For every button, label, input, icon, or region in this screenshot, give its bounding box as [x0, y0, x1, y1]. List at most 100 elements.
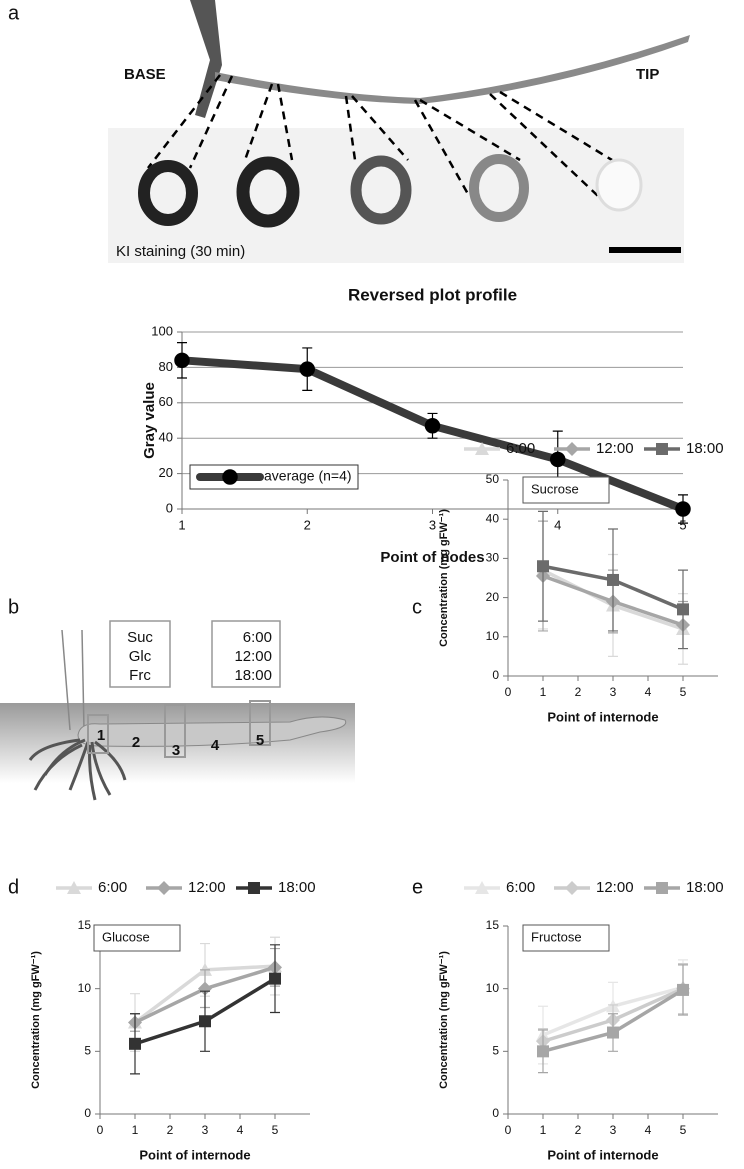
photo [108, 0, 690, 263]
y-tick-label: 10 [486, 981, 500, 995]
node-label: 3 [172, 742, 180, 759]
x-tick-label: 0 [97, 1123, 104, 1137]
legend-marker [656, 882, 668, 894]
data-point [198, 981, 212, 996]
data-point [269, 972, 281, 985]
x-axis-label: Point of internode [547, 1147, 658, 1162]
annotation: Glucose [102, 929, 150, 944]
photo-label: BASE [124, 66, 166, 83]
y-tick-label: 0 [492, 668, 499, 682]
x-tick-label: 2 [575, 685, 582, 699]
legend-label: 18:00 [686, 440, 724, 457]
y-axis-label: Concentration (mg gFW⁻¹) [438, 951, 450, 1089]
panel-label: e [412, 876, 423, 898]
x-tick-label: 1 [132, 1123, 139, 1137]
legend-marker [67, 881, 81, 894]
node-label: 2 [132, 734, 140, 751]
legend-label: 18:00 [686, 879, 724, 896]
photo-label: TIP [636, 66, 659, 83]
x-tick-label: 4 [237, 1123, 244, 1137]
photo-caption: KI staining (30 min) [116, 243, 245, 260]
legend-marker [565, 442, 579, 456]
y-tick-label: 100 [151, 323, 173, 338]
x-tick-label: 0 [505, 685, 512, 699]
y-tick-label: 80 [159, 359, 173, 374]
legend-label: 6:00 [506, 440, 535, 457]
legend-label: 18:00 [278, 879, 316, 896]
y-axis-label: Concentration (mg gFW⁻¹) [438, 509, 450, 647]
x-tick-label: 5 [272, 1123, 279, 1137]
node-label: 4 [211, 737, 220, 754]
legend-marker [222, 469, 238, 485]
data-point [607, 1026, 619, 1039]
annotation-box [93, 924, 181, 952]
y-tick-label: 0 [492, 1106, 499, 1120]
y-axis-label: Gray value [141, 382, 158, 459]
legend-label: 12:00 [596, 440, 634, 457]
x-tick-label: 1 [540, 685, 547, 699]
legend-label: 12:00 [188, 879, 226, 896]
data-point [129, 1037, 141, 1050]
legend-marker [565, 881, 579, 895]
y-tick-label: 50 [486, 472, 500, 486]
x-tick-label: 1 [178, 517, 185, 532]
panel-label: b [8, 596, 19, 618]
data-point [424, 418, 441, 434]
data-point [199, 1015, 211, 1028]
annotation-box [522, 476, 610, 504]
x-tick-label: 2 [575, 1123, 582, 1137]
annotation-box [522, 924, 610, 952]
x-tick-label: 2 [304, 517, 311, 532]
y-tick-label: 0 [84, 1106, 91, 1120]
annotation: Fructose [531, 929, 582, 944]
x-axis-label: Point of nodes [380, 549, 484, 566]
legend-label: 6:00 [506, 879, 535, 896]
data-point [677, 983, 689, 996]
y-tick-label: 0 [166, 500, 173, 515]
data-point [174, 352, 190, 369]
data-point [537, 560, 549, 573]
legend-label: average (n=4) [264, 468, 352, 484]
x-tick-label: 0 [505, 1123, 512, 1137]
x-tick-label: 3 [202, 1123, 209, 1137]
diagram [0, 620, 355, 801]
sugar-label: Frc [129, 667, 151, 684]
data-point [607, 573, 619, 586]
x-tick-label: 3 [429, 517, 436, 532]
annotation: Sucrose [531, 481, 579, 496]
y-tick-label: 10 [486, 629, 500, 643]
data-point [550, 451, 566, 468]
x-tick-label: 5 [680, 685, 687, 699]
x-tick-label: 5 [679, 517, 686, 532]
x-tick-label: 4 [645, 685, 652, 699]
panel-label: a [8, 2, 20, 24]
y-tick-label: 5 [492, 1044, 499, 1058]
x-tick-label: 3 [610, 685, 617, 699]
diagram-text: Suc Glc Frc 6:00 12:00 18:00 1 2 3 4 5 [97, 629, 272, 759]
y-tick-label: 30 [486, 551, 500, 565]
data-point [537, 1045, 549, 1058]
time-label: 12:00 [234, 648, 272, 665]
y-tick-label: 10 [78, 981, 92, 995]
y-tick-label: 15 [486, 918, 500, 932]
legend-marker [475, 442, 489, 455]
time-label: 6:00 [243, 629, 272, 646]
panel-label: c [412, 596, 422, 618]
sugar-label: Glc [129, 648, 152, 665]
y-tick-label: 5 [84, 1044, 91, 1058]
x-tick-label: 1 [540, 1123, 547, 1137]
panel-label: d [8, 876, 19, 898]
x-tick-label: 3 [610, 1123, 617, 1137]
y-tick-label: 15 [78, 918, 92, 932]
y-tick-label: 20 [486, 590, 500, 604]
chart-title: Reversed plot profile [348, 285, 517, 304]
y-axis-label: Concentration (mg gFW⁻¹) [30, 951, 42, 1089]
data-point [677, 603, 689, 616]
data-point [675, 501, 691, 517]
legend-marker [656, 443, 668, 455]
x-tick-label: 2 [167, 1123, 174, 1137]
legend-marker [157, 881, 171, 895]
legend-marker [475, 881, 489, 894]
